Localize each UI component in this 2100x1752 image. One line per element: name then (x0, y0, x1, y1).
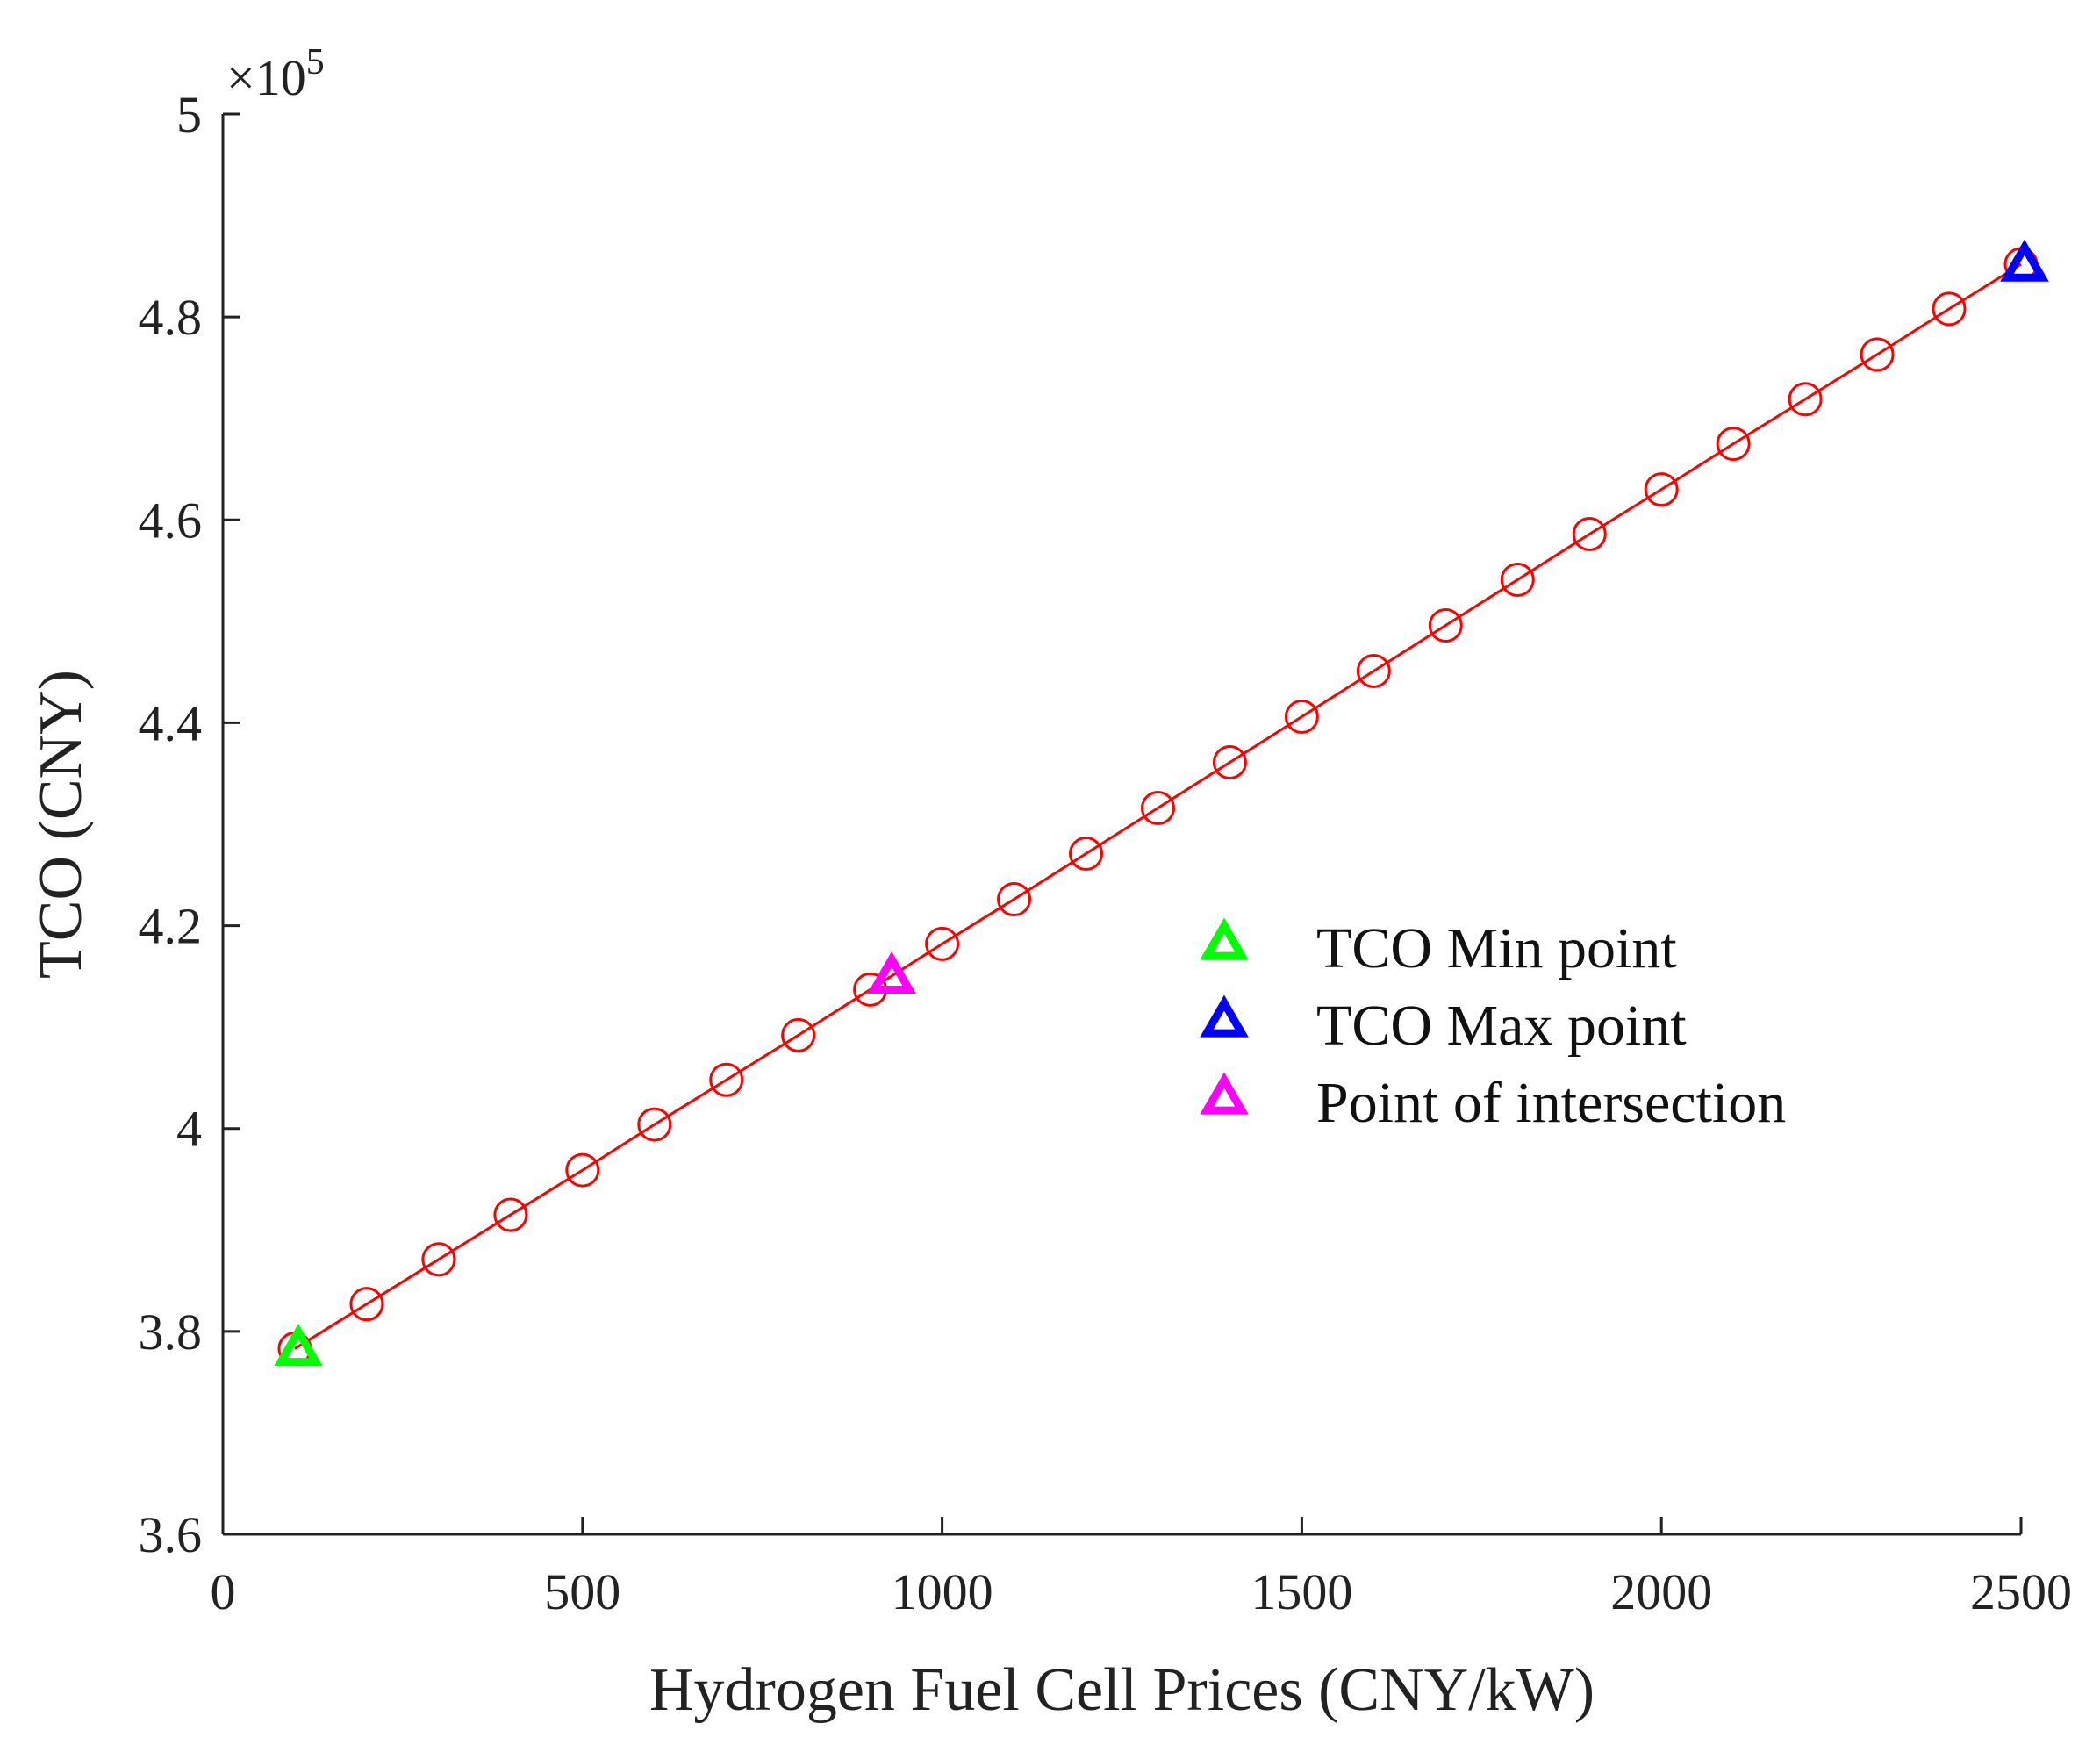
y-axis-label: TCO (CNY) (27, 670, 95, 979)
y-tick-label: 5 (176, 86, 202, 143)
data-point-circle (1140, 791, 1175, 826)
data-point-circle (1212, 745, 1247, 780)
max-point-marker (2000, 239, 2049, 282)
legend-marker (1200, 917, 1249, 960)
data-point-circle (349, 1287, 384, 1322)
data-point-circle (781, 1017, 816, 1052)
legend-item-max: TCO Max point (1316, 994, 1687, 1058)
x-tick-label: 1000 (892, 1563, 993, 1620)
y-multiplier-base: ×10 (226, 49, 306, 106)
data-series (277, 247, 2039, 1367)
y-tick-label: 4 (176, 1101, 202, 1158)
data-point-circle (1932, 291, 1967, 327)
data-point-circle (925, 926, 960, 961)
data-point-circle (1356, 653, 1391, 688)
x-tick-label: 500 (544, 1563, 620, 1620)
data-point-circle (1716, 427, 1751, 462)
data-point-circle (1788, 382, 1823, 417)
y-tick-label: 4.6 (139, 492, 203, 549)
y-axis-multiplier: ×105 (226, 42, 325, 106)
legend-marker (1200, 1072, 1249, 1115)
data-point-circle (1572, 516, 1607, 551)
legend-item-intersection: Point of intersection (1316, 1071, 1786, 1135)
data-point-circle (565, 1152, 600, 1188)
data-point-circle (709, 1062, 744, 1097)
legend-item-min: TCO Min point (1316, 916, 1677, 980)
min-point-marker (274, 1324, 323, 1367)
y-tick-label: 4.2 (139, 898, 203, 955)
y-tick-label: 4.4 (139, 694, 203, 751)
special-points (274, 239, 2049, 1367)
intersection-point-marker (867, 951, 916, 994)
data-point-circle (1860, 337, 1895, 372)
y-tick-label: 3.6 (139, 1506, 203, 1563)
x-tick-label: 0 (211, 1563, 236, 1620)
y-tick-label: 3.8 (139, 1303, 203, 1361)
series-line (294, 262, 2022, 1350)
legend-marker (1200, 994, 1249, 1038)
data-point-circle (1500, 562, 1535, 597)
data-point-circle (637, 1107, 672, 1142)
x-tick-label: 1500 (1251, 1563, 1352, 1620)
x-axis-label: Hydrogen Fuel Cell Prices (CNY/kW) (649, 1656, 1595, 1724)
data-point-circle (997, 882, 1032, 917)
y-multiplier-exponent: 5 (306, 42, 325, 83)
x-tick-label: 2000 (1610, 1563, 1712, 1620)
data-point-circle (493, 1197, 528, 1232)
data-point-circle (421, 1242, 456, 1277)
x-tick-label: 2500 (1970, 1563, 2072, 1620)
axes: 0 500 1000 1500 2000 2500 3.6 3.8 4 4.2 4.4 4.6 4.8 5 (139, 86, 2073, 1620)
data-point-circle (1284, 699, 1319, 734)
data-point-circle (1069, 837, 1104, 872)
legend: TCO Min point TCO Max point Point of inter… (1200, 916, 1786, 1135)
data-point-circle (1644, 472, 1679, 507)
data-point-circle (1428, 607, 1463, 643)
y-tick-label: 4.8 (139, 289, 203, 346)
